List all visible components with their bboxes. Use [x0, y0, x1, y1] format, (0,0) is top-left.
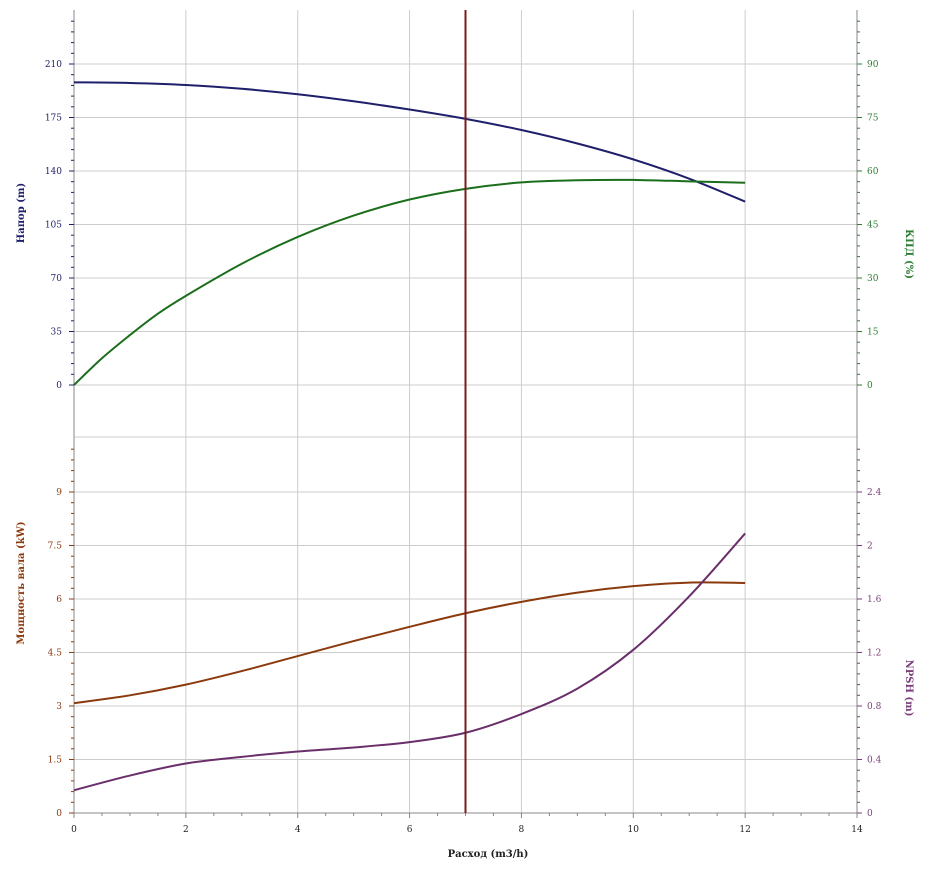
left-tick-label: 70 [51, 274, 63, 284]
left-tick-label: 6 [56, 595, 62, 605]
right-tick-label: 0.4 [867, 756, 882, 766]
right-tick-label: 2.4 [867, 488, 882, 498]
right-tick-label: 90 [867, 60, 879, 70]
right-tick-label: 2 [867, 542, 873, 552]
x-tick-label: 6 [407, 825, 413, 835]
efficiency-axis-title: КПД (%) [903, 229, 914, 279]
left-tick-label: 105 [45, 221, 62, 231]
right-tick-label: 1.6 [867, 595, 882, 605]
right-tick-label: 0 [867, 381, 873, 391]
shaft-power-axis-title: Мощность вала (kW) [16, 521, 27, 644]
left-tick-label: 7.5 [48, 542, 63, 552]
x-tick-label: 8 [519, 825, 525, 835]
head-curve [73, 81, 746, 203]
right-tick-label: 30 [867, 274, 879, 284]
left-tick-label: 140 [45, 167, 62, 177]
x-tick-label: 0 [71, 825, 77, 835]
head-axis-title: Напор (m) [16, 183, 27, 243]
left-tick-label: 4.5 [48, 649, 63, 659]
left-tick-label: 0 [56, 381, 62, 391]
series-layer [73, 81, 746, 792]
npsh-axis-title: NPSH (m) [903, 660, 914, 717]
x-axis-title: Расход (m3/h) [448, 849, 529, 860]
right-tick-label: 45 [867, 221, 879, 231]
x-tick-label: 12 [739, 825, 750, 835]
right-tick-label: 75 [867, 114, 879, 124]
right-tick-label: 0 [867, 809, 873, 819]
right-tick-label: 1.2 [867, 649, 881, 659]
right-tick-label: 60 [867, 167, 879, 177]
left-tick-label: 3 [56, 702, 62, 712]
x-tick-label: 4 [295, 825, 301, 835]
left-tick-label: 210 [45, 60, 62, 70]
left-tick-label: 9 [56, 488, 62, 498]
shaft-power-curve [73, 581, 746, 705]
efficiency-curve [73, 178, 746, 386]
x-tick-label: 2 [183, 825, 189, 835]
x-tick-label: 10 [628, 825, 640, 835]
axes-frame [69, 10, 862, 818]
tick-labels: 0 2 4 6 8 10 12 1403570105140175210015304560759… [45, 60, 882, 835]
x-tick-label: 14 [851, 825, 863, 835]
left-tick-label: 175 [45, 114, 62, 124]
right-tick-label: 0.8 [867, 702, 882, 712]
left-tick-label: 35 [51, 328, 63, 338]
left-tick-label: 0 [56, 809, 62, 819]
right-tick-label: 15 [867, 328, 879, 338]
npsh-curve [73, 532, 746, 792]
left-tick-label: 1.5 [48, 756, 63, 766]
